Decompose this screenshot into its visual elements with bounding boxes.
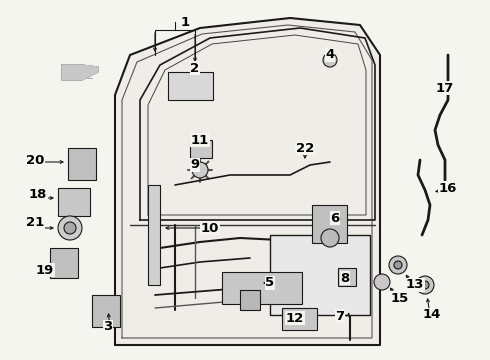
Text: 9: 9	[191, 158, 199, 171]
Text: 13: 13	[406, 279, 424, 292]
Text: 1: 1	[180, 15, 190, 28]
Text: 2: 2	[191, 62, 199, 75]
Text: 17: 17	[436, 81, 454, 94]
Text: 16: 16	[439, 181, 457, 194]
Polygon shape	[62, 65, 98, 80]
Text: 18: 18	[29, 189, 47, 202]
Bar	[68, 148, 96, 180]
Bar	[190, 140, 212, 158]
Bar	[282, 308, 317, 330]
Bar	[240, 290, 260, 310]
Circle shape	[321, 229, 339, 247]
Bar	[312, 205, 347, 243]
Bar	[148, 185, 160, 285]
Text: 15: 15	[391, 292, 409, 305]
Text: 10: 10	[201, 221, 219, 234]
Text: 7: 7	[336, 310, 344, 323]
Text: 21: 21	[26, 216, 44, 229]
Text: 14: 14	[423, 309, 441, 321]
Circle shape	[192, 162, 208, 178]
Text: 8: 8	[341, 271, 350, 284]
Bar	[338, 268, 356, 286]
Circle shape	[58, 216, 82, 240]
Text: 6: 6	[330, 211, 340, 225]
Circle shape	[394, 261, 402, 269]
Text: 22: 22	[296, 141, 314, 154]
Circle shape	[389, 256, 407, 274]
Bar	[168, 72, 213, 100]
Bar	[222, 272, 302, 304]
Circle shape	[64, 222, 76, 234]
Bar	[58, 188, 90, 216]
Text: 19: 19	[36, 264, 54, 276]
Bar	[270, 235, 370, 315]
Text: 5: 5	[266, 276, 274, 289]
Text: 4: 4	[325, 49, 335, 62]
Text: 12: 12	[286, 311, 304, 324]
Circle shape	[374, 274, 390, 290]
Text: 20: 20	[26, 153, 44, 166]
Circle shape	[421, 281, 429, 289]
Text: 11: 11	[191, 134, 209, 147]
Bar	[50, 248, 78, 278]
Circle shape	[416, 276, 434, 294]
Polygon shape	[115, 18, 380, 345]
Circle shape	[323, 53, 337, 67]
Text: 3: 3	[103, 320, 113, 333]
Bar	[92, 295, 120, 327]
